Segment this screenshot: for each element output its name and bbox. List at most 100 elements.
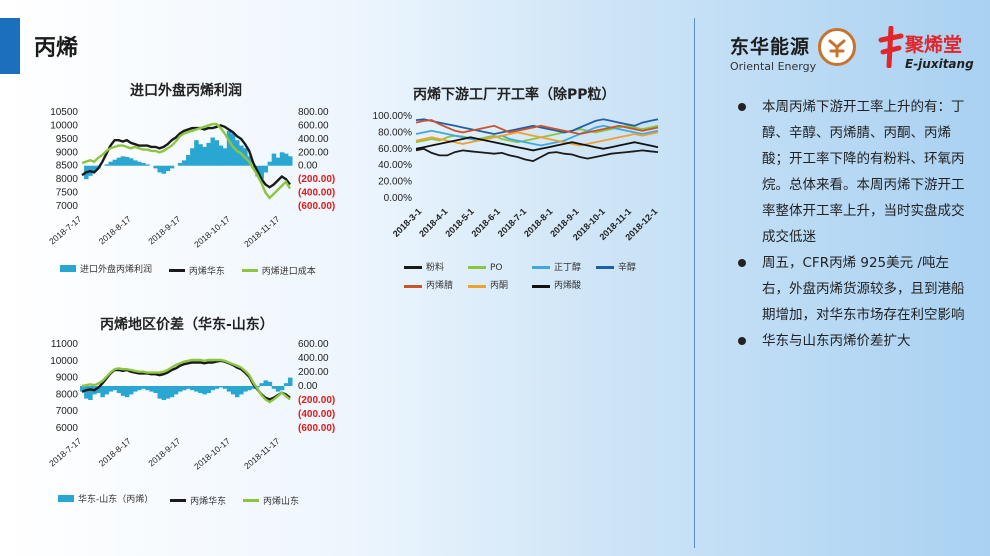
y-tick-label: 100.00% <box>373 111 413 122</box>
commentary-text: 周五，CFR丙烯 925美元 /吨左右，外盘丙烯货源较多，且到港船期增加，对华东… <box>762 255 965 323</box>
legend-item: 丙酮 <box>468 277 522 295</box>
area-bar <box>157 386 162 399</box>
x-tick-label: 2018-8-17 <box>97 436 133 469</box>
commentary-item: 周五，CFR丙烯 925美元 /吨左右，外盘丙烯货源较多，且到港船期增加，对华东… <box>736 250 968 328</box>
x-tick-label: 2018-9-17 <box>146 214 182 247</box>
area-bar <box>96 386 101 393</box>
area-bar <box>133 386 138 392</box>
legend-label: 进口外盘丙烯利润 <box>80 265 153 275</box>
y-left-tick-label: 9500 <box>56 134 79 145</box>
commentary-text: 华东与山东丙烯价差扩大 <box>762 333 911 349</box>
y-right-tick-label: 600.00 <box>298 120 329 131</box>
chart2-title: 丙烯下游工厂开工率（除PP粒） <box>413 87 616 103</box>
y-right-tick-label: 400.00 <box>298 353 329 364</box>
y-left-tick-label: 7500 <box>56 188 79 199</box>
area-bar <box>288 156 293 166</box>
area-bar <box>116 157 122 166</box>
oriental-logo-en: Oriental Energy <box>730 60 817 73</box>
area-bar <box>275 386 281 392</box>
y-left-tick-label: 10500 <box>50 107 78 118</box>
x-tick-label: 2018-10-17 <box>192 436 232 472</box>
legend-item: 丙烯进口成本 <box>241 264 316 277</box>
bullet-dot-icon <box>738 103 746 111</box>
area-bar <box>165 386 171 399</box>
area-bar <box>259 383 264 386</box>
oriental-energy-logo: 东华能源 Oriental Energy <box>730 32 816 73</box>
area-bar <box>181 160 187 166</box>
y-right-tick-label: (200.00) <box>298 174 335 185</box>
legend-swatch <box>468 266 486 269</box>
area-bar <box>226 386 232 392</box>
area-bar <box>239 386 244 395</box>
bullet-dot-icon <box>738 337 746 345</box>
y-left-tick-label: 7000 <box>56 201 79 212</box>
juxitang-emblem-icon <box>878 26 904 68</box>
y-right-tick-label: 400.00 <box>298 134 329 145</box>
area-bar <box>133 160 138 166</box>
area-bar <box>194 140 199 166</box>
area-bar <box>157 165 162 173</box>
legend-swatch <box>404 266 422 269</box>
area-bar <box>153 165 158 169</box>
legend-item: 正丁醇 <box>532 259 586 277</box>
area-bar <box>145 386 150 391</box>
x-tick-label: 2018-7-17 <box>47 436 83 469</box>
y-tick-label: 0.00% <box>384 193 412 204</box>
area-bar <box>92 165 97 172</box>
y-right-tick-label: 0.00 <box>298 381 318 392</box>
legend-swatch <box>596 266 614 269</box>
area-bar <box>120 156 126 166</box>
area-bar <box>141 163 146 166</box>
chart1-title: 进口外盘丙烯利润 <box>130 83 242 99</box>
area-bar <box>210 386 216 391</box>
y-right-tick-label: (400.00) <box>298 188 335 199</box>
legend-item: 丙烯华东 <box>168 264 225 277</box>
chart2-legend: 粉料 PO 正丁醇 辛醇 丙烯腈 丙酮 丙烯酸 <box>404 258 664 295</box>
area-bar <box>288 377 293 386</box>
legend-item: 丙烯山东 <box>243 494 299 507</box>
area-bar <box>226 130 232 166</box>
area-bar <box>222 386 228 389</box>
y-right-tick-label: 200.00 <box>298 147 329 158</box>
area-bar <box>165 165 171 172</box>
y-left-tick-label: 8000 <box>56 389 79 400</box>
x-tick-label: 2018-9-17 <box>146 436 182 469</box>
bullet-dot-icon <box>738 259 746 267</box>
legend-label: 丙酮 <box>490 281 509 291</box>
commentary-item: 本周丙烯下游开工率上升的有：丁醇、辛醇、丙烯腈、丙酮、丙烯酸；开工率下降的有粉料… <box>736 94 968 250</box>
area-bar <box>259 165 264 180</box>
juxitang-logo-cn: 聚烯堂 <box>905 34 963 56</box>
area-bar <box>283 383 289 386</box>
title-accent-bar <box>0 18 20 74</box>
area-bar <box>251 386 256 389</box>
legend-swatch <box>168 269 185 272</box>
y-right-tick-label: (400.00) <box>298 409 335 420</box>
legend-item: 辛醇 <box>596 259 650 277</box>
area-bar <box>88 386 93 400</box>
area-bar <box>186 386 191 389</box>
vertical-divider <box>694 18 695 548</box>
y-left-tick-label: 7000 <box>56 406 79 417</box>
juxitang-logo: 聚烯堂 E-juxitang <box>905 30 974 71</box>
area-bar <box>112 386 118 391</box>
legend-item: 进口外盘丙烯利润 <box>60 262 152 275</box>
area-bar <box>206 386 211 393</box>
area-bar <box>149 386 154 392</box>
area-bar <box>243 386 248 392</box>
area-bar <box>230 386 236 395</box>
area-bar <box>80 386 85 392</box>
commentary-list: 本周丙烯下游开工率上升的有：丁醇、辛醇、丙烯腈、丙酮、丙烯酸；开工率下降的有粉料… <box>736 94 968 354</box>
y-right-tick-label: 200.00 <box>298 367 329 378</box>
series-line <box>415 119 659 135</box>
area-bar <box>267 381 273 386</box>
area-bar <box>283 153 289 166</box>
legend-item: PO <box>468 259 522 277</box>
series-line <box>81 122 292 200</box>
area-bar <box>128 386 134 395</box>
x-tick-label: 2018-8-17 <box>97 214 133 247</box>
legend-label: 丙烯进口成本 <box>261 267 316 277</box>
legend-swatch <box>404 284 422 288</box>
page-title: 丙烯 <box>34 36 79 61</box>
area-bar <box>84 386 89 399</box>
area-bar <box>271 386 277 389</box>
